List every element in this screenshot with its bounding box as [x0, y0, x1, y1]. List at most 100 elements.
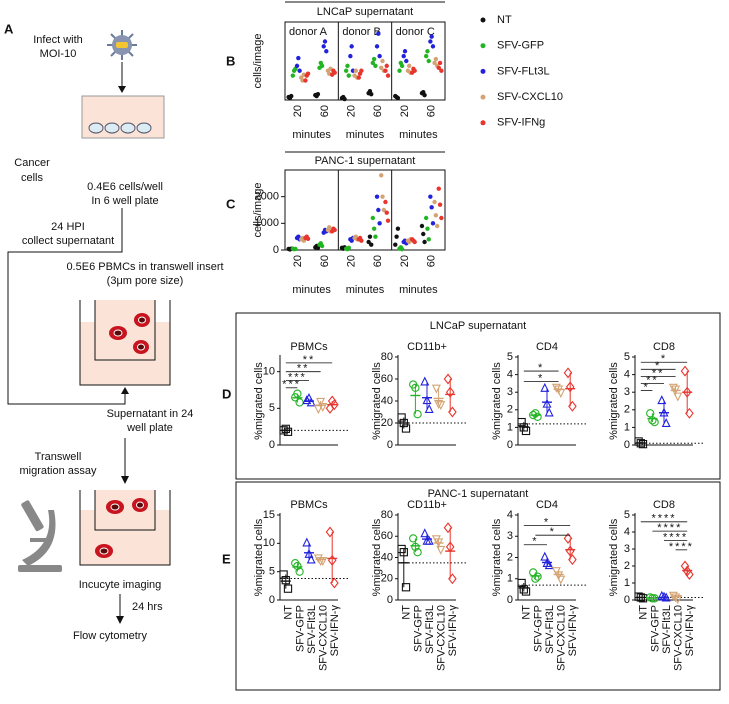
significance-label: **	[646, 374, 659, 386]
significance-label: *	[550, 526, 556, 538]
data-point	[295, 567, 304, 576]
data-point	[348, 53, 353, 59]
data-point	[315, 91, 321, 97]
data-point	[428, 39, 433, 44]
data-point	[327, 554, 337, 566]
data-point	[423, 53, 429, 59]
data-point	[638, 439, 648, 449]
data-point	[376, 207, 381, 213]
data-point	[448, 573, 457, 585]
data-point	[521, 426, 531, 436]
x-tick-label: SFV-Flt3L	[544, 605, 556, 654]
data-point	[680, 560, 690, 572]
data-point	[682, 386, 692, 398]
data-point	[636, 593, 645, 602]
data-point	[556, 389, 566, 399]
chart-title: CD4	[536, 499, 558, 511]
legend-marker	[480, 43, 486, 49]
y-tick-label: 1	[507, 573, 513, 585]
significance-label: *	[544, 517, 550, 529]
data-point	[353, 68, 359, 73]
data-point	[533, 572, 542, 581]
data-point	[306, 397, 316, 407]
data-point	[436, 186, 441, 191]
data-point	[332, 227, 337, 233]
data-point	[321, 44, 326, 49]
x-tick-label: SFV-CXCL10	[318, 605, 330, 671]
transwell-after	[79, 490, 171, 566]
y-tick-label: 0	[507, 594, 513, 606]
y-tick-label: 60	[381, 373, 393, 385]
data-point	[283, 584, 293, 593]
data-point	[436, 401, 446, 411]
data-point	[296, 55, 301, 61]
y-tick-label: 0	[273, 244, 279, 256]
panel-label: D	[222, 386, 231, 401]
data-point	[542, 398, 552, 408]
data-point	[399, 418, 408, 428]
data-point	[448, 406, 457, 418]
data-point	[332, 70, 337, 75]
data-point	[399, 548, 408, 557]
chart-title: PBMCs	[290, 341, 328, 353]
x-tick-label: NT	[638, 605, 650, 620]
y-tick-label: 4	[624, 369, 630, 381]
data-point	[304, 392, 314, 402]
y-axis-label: %migrated cells	[371, 362, 383, 440]
significance-label: **	[297, 363, 310, 375]
panel-label: A	[4, 21, 14, 36]
data-point	[636, 439, 645, 448]
data-point	[305, 71, 311, 76]
legend-marker	[480, 17, 486, 23]
data-point	[302, 537, 312, 547]
data-point	[634, 592, 643, 601]
data-point	[293, 389, 302, 398]
data-point	[297, 68, 302, 73]
x-tick-label: 60	[319, 105, 331, 117]
data-point	[411, 542, 420, 552]
data-point	[565, 545, 575, 557]
significance-label: ***	[282, 379, 301, 391]
data-point	[565, 381, 575, 393]
data-point	[305, 236, 311, 241]
data-point	[421, 231, 426, 237]
data-point	[330, 399, 339, 411]
data-point	[673, 595, 683, 605]
step-text: Cancer	[14, 157, 50, 169]
y-tick-label: 1	[624, 421, 630, 433]
data-point	[657, 395, 667, 405]
step-text: migration assay	[19, 465, 97, 477]
data-point	[330, 577, 339, 589]
legend-label: SFV-CXCL10	[497, 91, 563, 103]
y-tick-label: 5	[624, 509, 630, 521]
data-point	[434, 223, 440, 229]
data-point	[369, 91, 374, 97]
data-point	[426, 237, 431, 242]
x-tick-label: SFV-IFN-γ	[329, 605, 341, 657]
data-point	[429, 34, 434, 39]
data-point	[439, 68, 444, 73]
data-point	[342, 96, 347, 102]
data-point	[384, 63, 389, 69]
significance-label: **	[652, 367, 665, 379]
x-tick-label: SFV-GFP	[294, 605, 306, 652]
x-tick-label: SFV-CXCL10	[436, 605, 448, 671]
x-tick-label: 20	[346, 105, 358, 117]
data-point	[302, 395, 312, 405]
data-point	[345, 63, 350, 69]
y-tick-label: 1	[507, 421, 513, 433]
data-point	[659, 591, 669, 601]
chart-title: PBMCs	[290, 499, 328, 511]
data-point	[291, 559, 300, 568]
data-point	[399, 247, 405, 252]
x-axis-label: minutes	[292, 129, 331, 141]
x-axis-label: minutes	[346, 284, 385, 296]
x-tick-label: SFV-GFP	[649, 605, 661, 652]
chart-title: CD8	[653, 341, 675, 353]
x-tick-label: NT	[521, 605, 533, 620]
data-point	[519, 585, 528, 594]
y-tick-label: 4	[624, 526, 630, 538]
y-tick-label: 80	[381, 509, 393, 521]
data-point	[544, 560, 554, 570]
x-tick-label: SFV-CXCL10	[556, 605, 568, 671]
